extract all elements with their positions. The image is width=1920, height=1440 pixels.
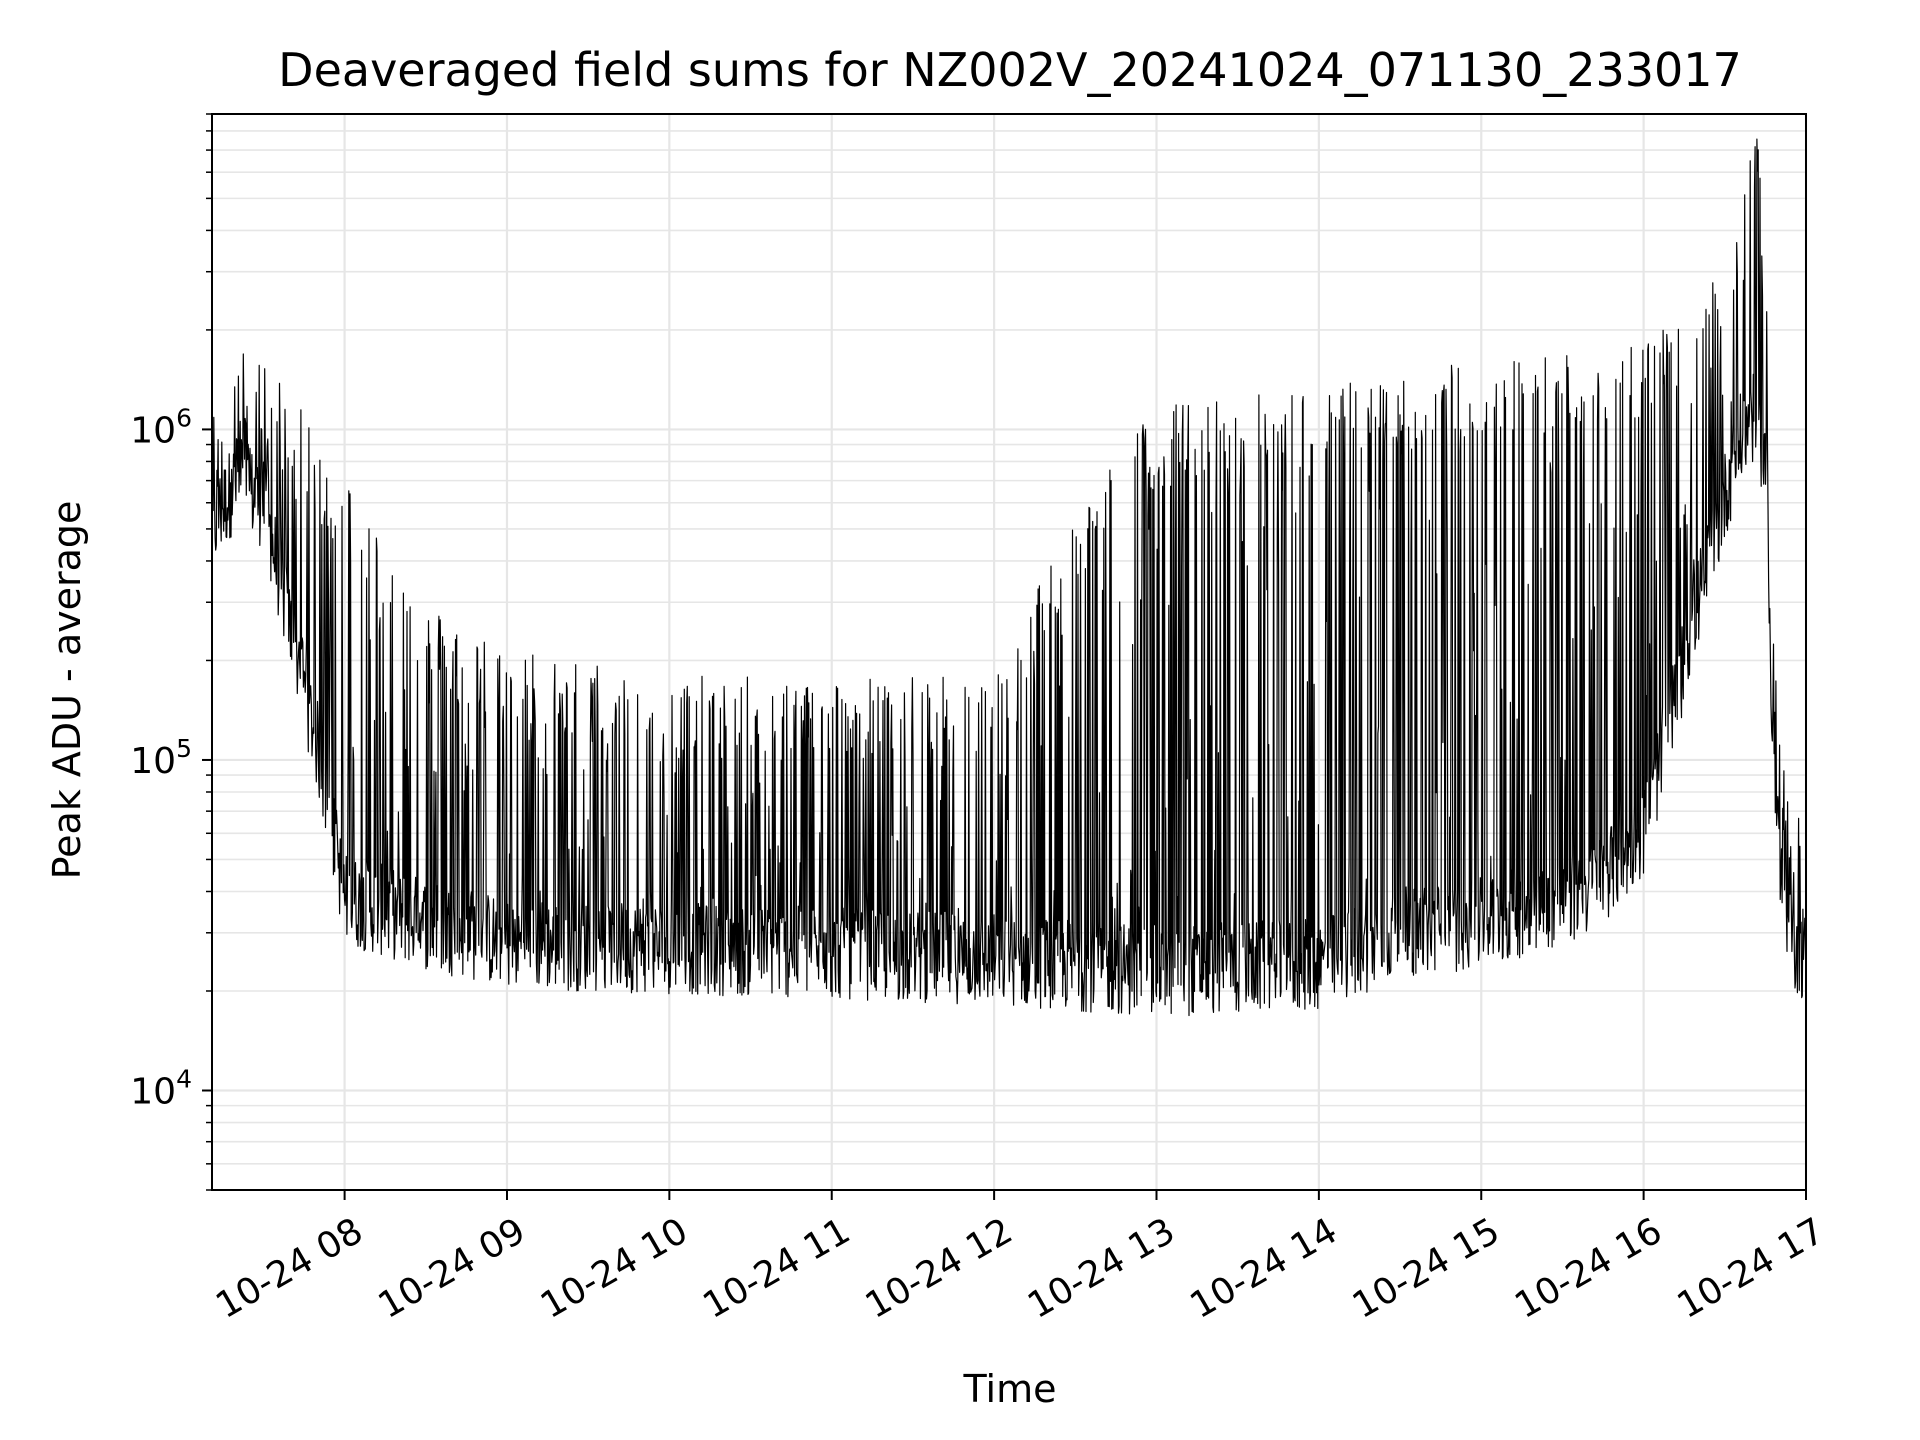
x-axis-label: Time xyxy=(963,1367,1057,1411)
chart-title: Deaveraged field sums for NZ002V_2024102… xyxy=(278,43,1742,97)
y-axis: 104 105 106 xyxy=(130,113,212,1191)
y-tick-label: 105 xyxy=(130,734,192,782)
plot-frame xyxy=(211,113,1807,1191)
series-layer xyxy=(211,138,1807,1017)
series-line xyxy=(211,138,1807,1017)
y-tick-label: 106 xyxy=(130,403,192,451)
y-axis-label: Peak ADU - average xyxy=(45,501,89,880)
y-tick-label: 104 xyxy=(130,1064,192,1112)
